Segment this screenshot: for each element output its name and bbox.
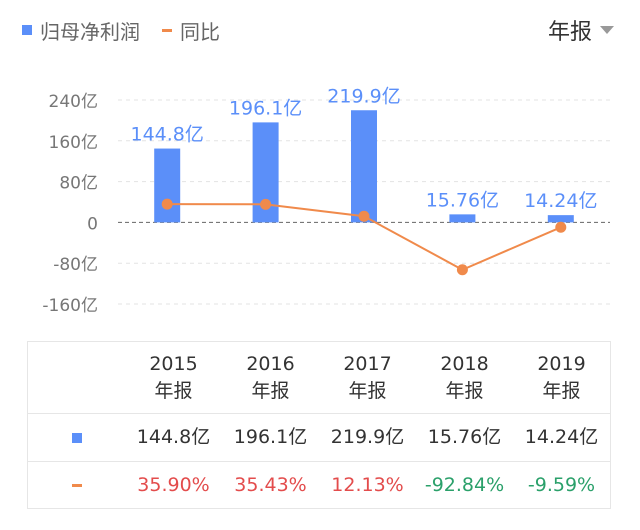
header-year: 2017 (343, 352, 392, 375)
line-swatch-icon (162, 28, 172, 32)
legend-label-profit: 归母净利润 (40, 19, 140, 44)
y-tick-label: 0 (87, 214, 98, 234)
bar (154, 148, 181, 223)
bar-value-label: 196.1亿 (229, 97, 302, 119)
bar-value-label: 219.9亿 (327, 85, 400, 107)
y-tick-label: -80亿 (53, 255, 98, 275)
legend-label-yoy: 同比 (180, 19, 220, 44)
period-dropdown[interactable]: 年报 (548, 12, 614, 48)
bar-swatch-icon (22, 25, 32, 35)
chevron-down-icon (600, 26, 614, 34)
yoy-point (456, 264, 468, 276)
bar (351, 110, 377, 223)
profit-chart: 240亿 160亿 80亿 0 -80亿 -160亿 144.8亿 196.1亿 219.9亿 1… (42, 85, 610, 316)
table-row-profit: 144.8亿 196.1亿 219.9亿 15.76亿 14.24亿 (28, 414, 610, 462)
header-year: 2018 (440, 352, 489, 375)
profit-cell: 196.1亿 (233, 426, 308, 449)
profit-cell: 15.76亿 (427, 426, 502, 449)
y-tick-label: -160亿 (42, 296, 98, 316)
y-tick-label: 240亿 (49, 92, 98, 112)
header-period: 年报 (348, 379, 387, 402)
data-table: 2015 年报 2016 年报 2017 年报 2018 年报 2019 年报 … (27, 341, 611, 509)
legend-item-profit[interactable]: 归母净利润 (22, 16, 140, 45)
profit-cell: 14.24亿 (524, 426, 599, 449)
header-period: 年报 (445, 379, 484, 402)
bar (547, 215, 574, 223)
yoy-cell: 35.43% (234, 473, 307, 496)
yoy-point (260, 198, 272, 210)
table-header-cell: 2017 年报 (319, 342, 416, 413)
table-corner-cell (28, 342, 125, 413)
header-year: 2015 (149, 352, 198, 375)
y-tick-label: 160亿 (49, 133, 98, 153)
yoy-point (555, 221, 567, 233)
line-swatch-icon (71, 483, 82, 487)
bar-swatch-icon (71, 432, 82, 443)
row-key-cell (28, 462, 125, 508)
yoy-point (161, 198, 173, 210)
legend-item-yoy[interactable]: 同比 (162, 16, 220, 45)
table-header-cell: 2015 年报 (125, 342, 222, 413)
y-tick-label: 80亿 (59, 174, 98, 194)
profit-cell: 144.8亿 (136, 426, 211, 449)
chart-legend: 归母净利润 同比 (22, 12, 220, 48)
bar-value-label: 144.8亿 (130, 124, 203, 146)
yoy-cell: -92.84% (424, 473, 505, 496)
table-header-cell: 2016 年报 (222, 342, 319, 413)
bar-value-label: 15.76亿 (426, 189, 499, 211)
profit-cell: 219.9亿 (330, 426, 405, 449)
period-dropdown-label: 年报 (547, 20, 592, 45)
yoy-cell: 35.90% (137, 473, 210, 496)
table-header-cell: 2018 年报 (416, 342, 513, 413)
header-period: 年报 (154, 379, 193, 402)
header-year: 2016 (246, 352, 295, 375)
yoy-cell: -9.59% (527, 473, 596, 496)
header-year: 2019 (537, 352, 586, 375)
bar (449, 214, 476, 223)
table-row-yoy: 35.90% 35.43% 12.13% -92.84% -9.59% (28, 462, 610, 508)
row-key-cell (28, 414, 125, 461)
bar-value-label: 14.24亿 (524, 190, 597, 212)
table-header-cell: 2019 年报 (513, 342, 610, 413)
header-period: 年报 (542, 379, 581, 402)
header-period: 年报 (251, 379, 290, 402)
yoy-cell: 12.13% (331, 473, 404, 496)
yoy-point (358, 210, 370, 222)
table-header-row: 2015 年报 2016 年报 2017 年报 2018 年报 2019 年报 (28, 342, 610, 414)
